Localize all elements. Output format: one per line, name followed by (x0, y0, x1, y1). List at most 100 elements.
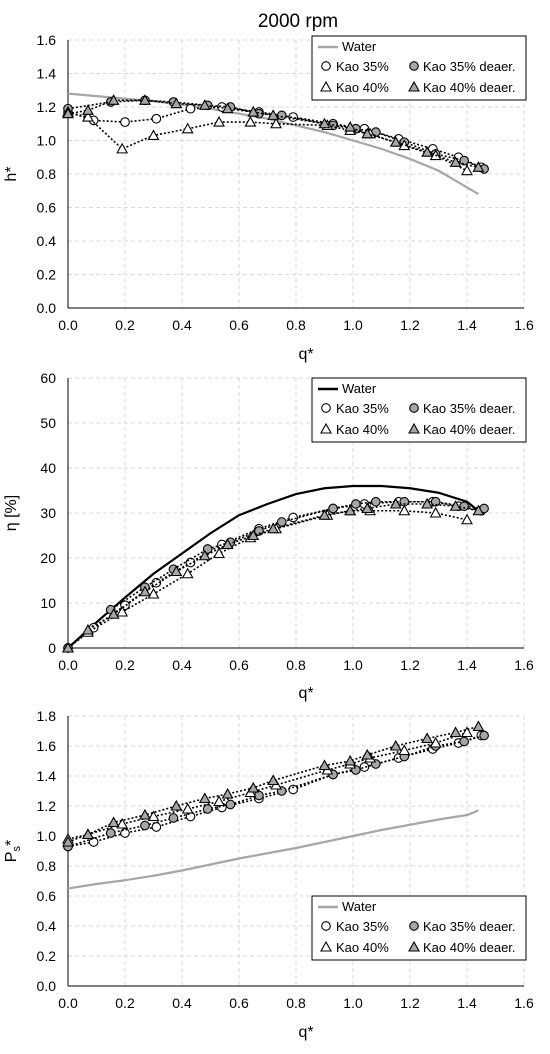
kao40d-point (247, 105, 260, 117)
kao40-line (67, 731, 468, 840)
kao35-line (67, 734, 482, 848)
kao40-point (398, 504, 411, 516)
kao40-point (461, 164, 473, 176)
series-water (67, 484, 480, 649)
legend-kao35-marker (321, 921, 331, 931)
y-tick-label: 0.0 (37, 300, 57, 316)
y-axis-label: Ps* (3, 840, 23, 862)
legend-kao35d-marker (409, 921, 419, 931)
kao35d-point (479, 730, 489, 741)
y-tick-label: 30 (40, 505, 56, 521)
x-tick-label: 0.0 (58, 317, 78, 333)
y-tick-label: 10 (40, 595, 56, 611)
kao35-point (185, 103, 196, 114)
x-tick-label: 0.4 (172, 317, 192, 333)
kao40d-point (198, 549, 211, 561)
kao40-point (213, 115, 225, 127)
x-tick-label: 0.4 (172, 657, 192, 673)
kao35d-point (276, 110, 287, 121)
legend-kao35d-label: Kao 35% deaer. (423, 59, 516, 74)
legend-kao35d-label: Kao 35% deaer. (423, 919, 516, 934)
kao40d-point (139, 94, 151, 105)
legend-kao40-marker (320, 80, 332, 92)
legend: Water Kao 35% Kao 35% deaer. Kao 40% Kao 40%… (311, 35, 527, 101)
series-kao40d (62, 497, 485, 653)
legend-kao35-marker (321, 403, 331, 413)
x-tick-label: 1.6 (514, 317, 534, 333)
kao40d-point (221, 102, 234, 114)
kao35-line (67, 500, 482, 649)
kao40d-point (344, 754, 357, 766)
y-tick-label: 0.4 (37, 233, 57, 249)
water-line (67, 484, 480, 649)
legend-kao35-label: Kao 35% (336, 919, 389, 934)
water-line (67, 809, 479, 890)
kao40d-point (139, 808, 151, 820)
legend-kao40d-label: Kao 40% deaer. (423, 80, 516, 95)
y-axis-label: η [%] (3, 495, 20, 531)
legend-water-label: Water (342, 381, 377, 396)
y-tick-label: 1.2 (37, 99, 57, 115)
kao40d-point (472, 161, 485, 172)
legend-water-label: Water (342, 39, 377, 54)
kao40-point (244, 115, 257, 127)
x-tick-label: 0.6 (229, 317, 249, 333)
x-tick-label: 0.0 (58, 657, 78, 673)
series-kao35d (63, 95, 489, 174)
legend: Water Kao 35% Kao 35% deaer. Kao 40% Kao 40%… (311, 895, 527, 961)
x-axis-label: q* (298, 1024, 313, 1041)
kao40d-point (421, 146, 434, 157)
series-kao35 (63, 730, 487, 852)
kao40d-point (221, 787, 234, 799)
kao40d-point (318, 759, 331, 771)
y-tick-label: 60 (40, 370, 56, 386)
kao35d-point (202, 804, 213, 814)
legend-kao40d-label: Kao 40% deaer. (423, 422, 516, 437)
kao40-point (116, 817, 129, 829)
x-tick-label: 0.2 (115, 657, 135, 673)
legend-kao40d-marker (408, 940, 420, 952)
kao40d-line (67, 503, 479, 649)
y-tick-label: 0.6 (37, 200, 57, 216)
y-tick-label: 40 (40, 460, 56, 476)
x-tick-label: 1.0 (343, 657, 363, 673)
kao40-point (147, 129, 160, 141)
y-tick-label: 0 (48, 640, 56, 656)
x-tick-label: 0.4 (172, 995, 192, 1011)
x-tick-label: 0.0 (58, 995, 78, 1011)
kao40-line (67, 111, 468, 172)
legend-kao35d-label: Kao 35% deaer. (423, 401, 516, 416)
kao40d-point (62, 835, 74, 847)
x-tick-label: 1.0 (343, 317, 363, 333)
kao35d-line (67, 99, 485, 170)
legend-kao40d-label: Kao 40% deaer. (423, 940, 516, 955)
x-tick-label: 1.4 (457, 317, 477, 333)
kao40-point (429, 736, 442, 748)
kao40-point (461, 513, 473, 525)
legend-kao35-marker (321, 61, 331, 71)
kao35d-line (67, 734, 485, 848)
x-tick-label: 1.6 (514, 995, 534, 1011)
legend-box (311, 895, 527, 961)
kao40d-point (139, 585, 151, 597)
kao40-point (270, 117, 282, 129)
series-kao40 (62, 504, 473, 653)
legend-kao40d-marker (408, 80, 420, 92)
y-tick-label: 0.4 (37, 918, 57, 934)
kao35d-point (459, 501, 470, 512)
x-axis-label: q* (298, 685, 313, 702)
x-tick-label: 0.6 (229, 657, 249, 673)
kao40-point (213, 547, 225, 559)
kao40d-point (267, 774, 280, 786)
legend-box (311, 377, 527, 443)
y-tick-label: 1.2 (37, 798, 57, 814)
kao40-line (67, 509, 468, 649)
legend-kao35d-marker (409, 61, 419, 71)
y-tick-label: 50 (40, 415, 56, 431)
kao40d-point (62, 107, 74, 119)
kao40d-point (318, 117, 331, 129)
y-tick-label: 0.2 (37, 267, 57, 283)
kao40d-point (318, 509, 331, 520)
kao40-point (116, 142, 129, 154)
